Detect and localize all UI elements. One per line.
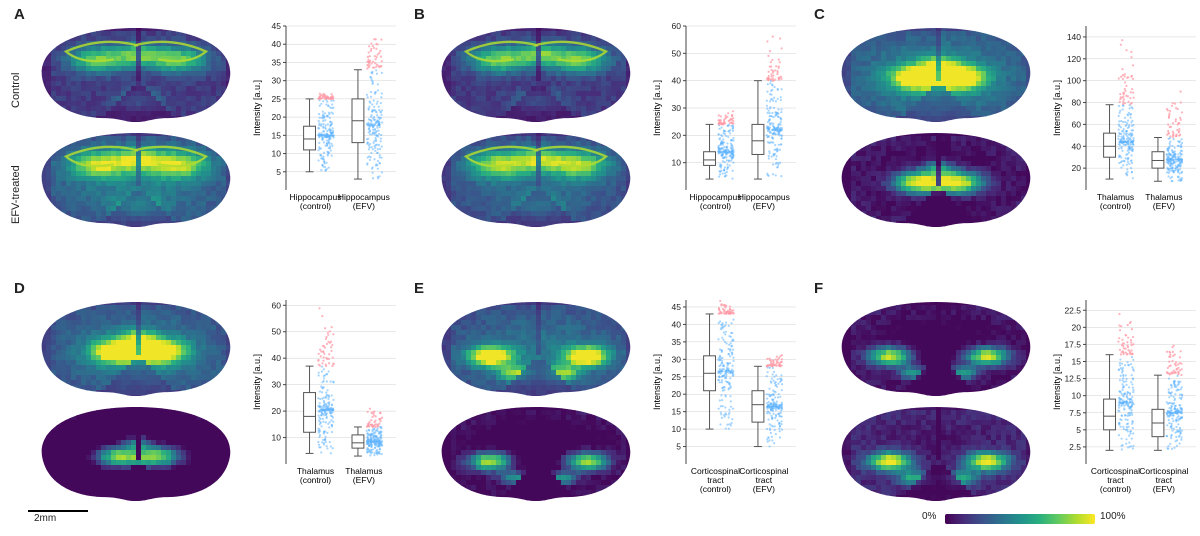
panel-label: C	[814, 6, 825, 23]
svg-text:20: 20	[272, 112, 282, 122]
chart-wrap: 102030405060Intensity [a.u.]Thalamus(con…	[250, 294, 400, 507]
brain-heatmap	[836, 131, 1036, 229]
brain-efv	[36, 405, 236, 506]
boxplot-chart: 102030405060Intensity [a.u.]Thalamus(con…	[250, 294, 400, 504]
svg-text:20: 20	[672, 130, 682, 140]
chart-wrap: 51015202530354045Intensity [a.u.]Cortico…	[650, 294, 800, 507]
brain-heatmap	[436, 405, 636, 503]
svg-text:Intensity [a.u.]: Intensity [a.u.]	[252, 80, 262, 136]
svg-text:50: 50	[672, 48, 682, 58]
brain-control	[836, 300, 1036, 401]
boxplot-chart: 51015202530354045Intensity [a.u.]Hippoca…	[250, 20, 400, 230]
brain-control	[436, 26, 636, 127]
brain-efv	[436, 131, 636, 232]
panel-E: E 51015202530354045Intensity [a.u.]Cortic…	[410, 280, 800, 520]
brain-heatmap	[436, 300, 636, 398]
panel-label: E	[414, 280, 424, 297]
chart-wrap: 51015202530354045Intensity [a.u.]Hippoca…	[250, 20, 400, 233]
brain-heatmap	[36, 131, 236, 229]
chart-wrap: 2.557.51012.51517.52022.5Intensity [a.u.…	[1050, 294, 1200, 507]
panel-B: B102030405060Intensity [a.u.]Hippocampus…	[410, 6, 800, 246]
svg-text:5: 5	[276, 167, 281, 177]
panel-label: B	[414, 6, 425, 23]
chart-wrap: 102030405060Intensity [a.u.]Hippocampus(…	[650, 20, 800, 233]
svg-text:15: 15	[272, 130, 282, 140]
svg-text:30: 30	[272, 76, 282, 86]
boxplot-chart: 51015202530354045Intensity [a.u.]Cortico…	[650, 294, 800, 504]
svg-text:10: 10	[272, 149, 282, 159]
brain-heatmap	[36, 300, 236, 398]
svg-text:Intensity [a.u.]: Intensity [a.u.]	[652, 80, 662, 136]
svg-text:(control): (control)	[300, 201, 331, 211]
panel-label: F	[814, 280, 823, 297]
svg-text:(EFV): (EFV)	[753, 201, 775, 211]
svg-text:(EFV): (EFV)	[353, 201, 375, 211]
boxplot-chart: 2.557.51012.51517.52022.5Intensity [a.u.…	[1050, 294, 1200, 504]
svg-text:45: 45	[272, 21, 282, 31]
brain-efv	[36, 131, 236, 232]
brain-control	[36, 300, 236, 401]
panel-label: A	[14, 6, 25, 23]
brain-efv	[436, 405, 636, 506]
svg-text:35: 35	[272, 57, 282, 67]
brain-heatmap	[36, 405, 236, 503]
brain-control	[36, 26, 236, 127]
panel-D: D 102030405060Intensity [a.u.]Thalamus(co…	[10, 280, 400, 520]
svg-text:60: 60	[672, 21, 682, 31]
brain-heatmap	[836, 405, 1036, 503]
brain-heatmap	[836, 26, 1036, 124]
boxplot-chart: 102030405060Intensity [a.u.]Hippocampus(…	[650, 20, 800, 230]
brain-efv	[836, 405, 1036, 506]
svg-text:(control): (control)	[700, 201, 731, 211]
svg-text:25: 25	[272, 94, 282, 104]
panel-A: A51015202530354045Intensity [a.u.]Hippoc…	[10, 6, 400, 246]
svg-text:10: 10	[672, 158, 682, 168]
brain-control	[436, 300, 636, 401]
brain-heatmap	[436, 26, 636, 124]
panel-label: D	[14, 280, 25, 297]
chart-wrap: 20406080100120140Intensity [a.u.]Thalamu…	[1050, 20, 1200, 233]
svg-text:40: 40	[672, 76, 682, 86]
boxplot-chart: 20406080100120140Intensity [a.u.]Thalamu…	[1050, 20, 1200, 230]
svg-text:30: 30	[672, 103, 682, 113]
brain-heatmap	[836, 300, 1036, 398]
panel-C: C 20406080100120140Intensity [a.u.]Thalam…	[810, 6, 1200, 246]
brain-heatmap	[36, 26, 236, 124]
brain-heatmap	[436, 131, 636, 229]
panel-F: F 2.557.51012.51517.52022.5Intensity [a.u…	[810, 280, 1200, 520]
svg-text:40: 40	[272, 39, 282, 49]
brain-control	[836, 26, 1036, 127]
brain-efv	[836, 131, 1036, 232]
